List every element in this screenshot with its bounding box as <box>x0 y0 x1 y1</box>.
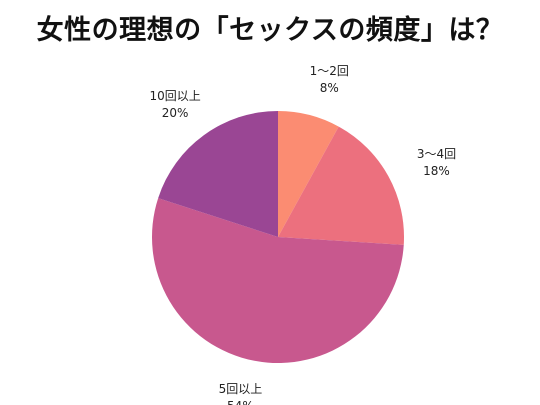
slice-category-label: 1〜2回 <box>310 64 349 78</box>
slice-category-label: 10回以上 <box>149 89 200 103</box>
slice-percent-label: 54% <box>227 399 254 405</box>
pie-slice-3 <box>152 198 404 363</box>
slice-category-label: 3〜4回 <box>417 147 456 161</box>
pie-slice-4 <box>158 111 278 237</box>
pie-slice-1 <box>278 111 339 237</box>
pie-slice-2 <box>278 126 405 245</box>
chart-title: 女性の理想の「セックスの頻度」は？ <box>36 15 504 46</box>
slice-percent-label: 18% <box>423 164 450 178</box>
slice-percent-label: 8% <box>320 81 339 95</box>
pie-slices <box>152 111 405 363</box>
pie-labels: 1〜2回 8% 3〜4回 18% 5回以上 54% 10回以上 20% <box>149 64 456 405</box>
slice-percent-label: 20% <box>162 106 189 120</box>
slice-category-label: 5回以上 <box>219 382 263 396</box>
